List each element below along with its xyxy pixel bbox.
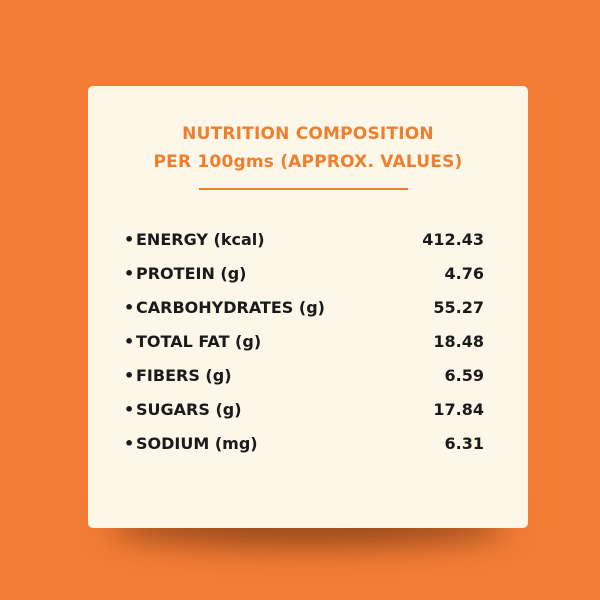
nutrient-row-sugars: SUGARS (g) 17.84 <box>124 392 484 426</box>
nutrient-label: TOTAL FAT (g) <box>124 332 261 351</box>
nutrient-value: 412.43 <box>422 229 484 249</box>
nutrient-label: CARBOHYDRATES (g) <box>124 298 325 317</box>
nutrient-label: ENERGY (kcal) <box>124 230 265 249</box>
nutrient-row-total-fat: TOTAL FAT (g) 18.48 <box>124 324 484 358</box>
nutrient-label: SUGARS (g) <box>124 400 242 419</box>
title-line-1: NUTRITION COMPOSITION <box>182 124 434 144</box>
nutrient-label: PROTEIN (g) <box>124 264 246 283</box>
nutrient-label: SODIUM (mg) <box>124 434 258 453</box>
nutrient-value: 4.76 <box>444 263 484 283</box>
card-title: NUTRITION COMPOSITION PER 100gms (APPROX… <box>88 120 528 176</box>
title-line-2: PER 100gms (APPROX. VALUES) <box>153 152 463 172</box>
nutrient-row-sodium: SODIUM (mg) 6.31 <box>124 426 484 460</box>
nutrient-row-protein: PROTEIN (g) 4.76 <box>124 256 484 290</box>
nutrient-row-energy: ENERGY (kcal) 412.43 <box>124 222 484 256</box>
nutrient-value: 6.31 <box>444 433 484 453</box>
nutrition-card: NUTRITION COMPOSITION PER 100gms (APPROX… <box>88 86 528 528</box>
title-divider <box>199 188 408 190</box>
nutrient-value: 18.48 <box>433 331 484 351</box>
nutrient-value: 55.27 <box>433 297 484 317</box>
nutrient-row-fibers: FIBERS (g) 6.59 <box>124 358 484 392</box>
nutrient-value: 17.84 <box>433 399 484 419</box>
nutrient-list: ENERGY (kcal) 412.43 PROTEIN (g) 4.76 CA… <box>124 222 484 460</box>
nutrient-value: 6.59 <box>444 365 484 385</box>
nutrient-label: FIBERS (g) <box>124 366 232 385</box>
nutrient-row-carbohydrates: CARBOHYDRATES (g) 55.27 <box>124 290 484 324</box>
